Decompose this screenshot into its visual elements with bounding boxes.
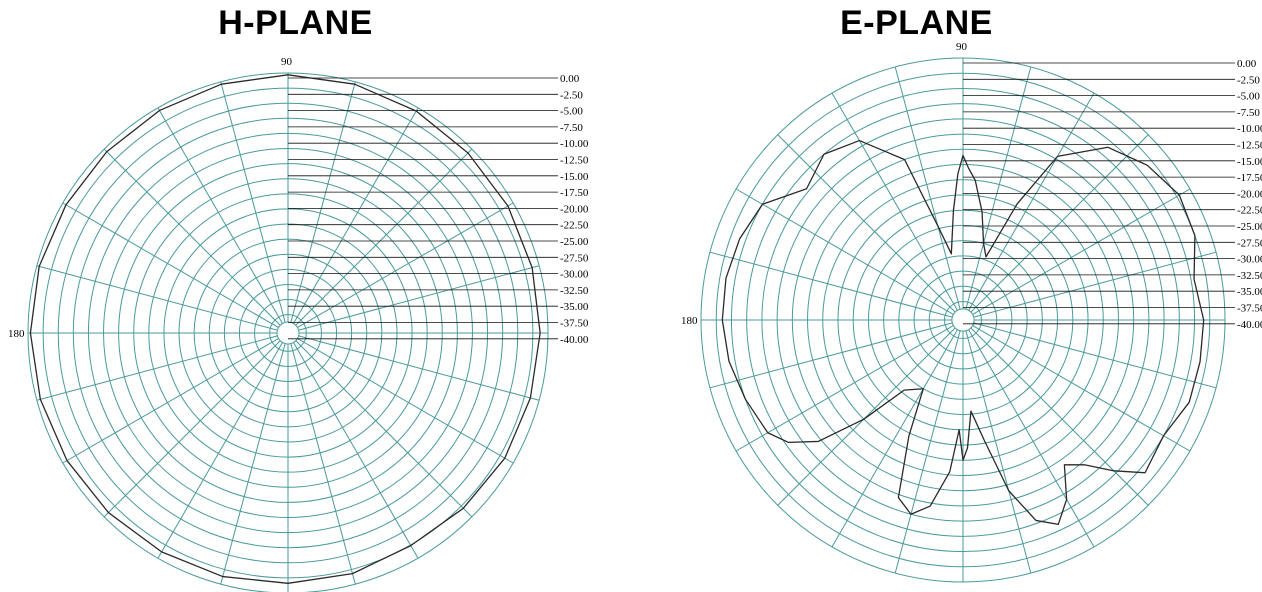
radial-tick-label: -27.50	[560, 252, 589, 264]
grid-spoke	[36, 265, 278, 331]
grid-spoke	[290, 343, 356, 585]
radial-tick-label: -37.50	[1237, 303, 1262, 315]
radial-tick-label: -5.00	[560, 106, 583, 118]
grid-spoke	[735, 188, 954, 315]
radial-tick-label: -37.50	[560, 318, 589, 330]
angle-label: 90	[956, 41, 968, 53]
grid-spoke	[968, 329, 1095, 548]
angle-label: 180	[681, 315, 698, 327]
grid-spoke	[709, 251, 953, 318]
radial-tick-label: -32.50	[1237, 270, 1262, 282]
grid-spoke	[965, 330, 1032, 574]
radial-tick-label: -20.00	[560, 203, 589, 215]
radial-tick-label: -40.00	[560, 334, 589, 346]
grid-center-ring	[951, 308, 975, 332]
grid-spoke	[973, 251, 1217, 318]
pattern-trace	[29, 74, 541, 584]
grid-spoke	[220, 343, 286, 585]
h-plane-panel: H-PLANE 0.00 -2.50 -5.00 -7.50 -10.00 -12.50 -…	[8, 4, 589, 592]
angle-label: 180	[8, 328, 25, 340]
grid-spoke	[103, 148, 281, 326]
radial-tick-label: 0.00	[560, 73, 580, 85]
radial-tick-label: -35.00	[1237, 286, 1262, 298]
radial-tick-label: -10.00	[1237, 123, 1262, 135]
radial-tick-label: -17.50	[560, 187, 589, 199]
radial-tick-label: -10.00	[560, 138, 589, 150]
radial-tick-label: -2.50	[1237, 74, 1260, 86]
grid-spoke	[965, 66, 1032, 310]
radial-tick-label: 0.00	[1237, 58, 1257, 70]
grid-spoke	[298, 265, 540, 331]
grid-spoke	[103, 340, 281, 518]
grid-spoke	[831, 92, 958, 311]
grid-spoke	[295, 340, 473, 518]
radial-tick-label: -25.00	[560, 236, 589, 248]
grid-center-ring	[276, 321, 300, 345]
grid-spoke	[894, 330, 961, 574]
radial-tick-label: -15.00	[1237, 156, 1262, 168]
radial-tick-label: -7.50	[1237, 107, 1260, 119]
grid-spoke	[157, 342, 283, 559]
grid-spoke	[972, 188, 1191, 315]
radial-tick-label: -32.50	[560, 285, 589, 297]
grid-spoke	[297, 338, 514, 464]
grid-spoke	[290, 81, 356, 323]
radial-tick-label: -35.00	[560, 301, 589, 313]
grid-spoke	[894, 66, 961, 310]
h-plane-title: H-PLANE	[218, 4, 373, 42]
angle-label: 90	[281, 56, 293, 68]
radial-tick-label: -15.00	[560, 171, 589, 183]
grid-spoke	[36, 335, 278, 401]
radial-tick-label: -30.00	[1237, 254, 1262, 266]
grid-spoke	[298, 335, 540, 401]
e-plane-title: E-PLANE	[840, 4, 993, 42]
e-plane-panel: E-PLANE 0.00 -2.50 -5.00 -7.50 -10.00 -12.50 -…	[631, 0, 1262, 592]
radial-tick-label: -12.50	[1237, 140, 1262, 152]
grid-spoke	[709, 322, 953, 389]
radial-tick-label: -22.50	[560, 220, 589, 232]
grid-spoke	[973, 322, 1217, 389]
grid-spoke	[831, 329, 958, 548]
radial-tick-label: -27.50	[1237, 237, 1262, 249]
grid-spoke	[777, 134, 956, 313]
radial-tick-label: -5.00	[1237, 91, 1260, 103]
grid-spoke	[735, 325, 954, 452]
radial-tick-label: -22.50	[1237, 205, 1262, 217]
grid-spoke	[220, 81, 286, 323]
radial-tick-label: -12.50	[560, 155, 589, 167]
grid-spoke	[972, 325, 1191, 452]
grid-spoke	[62, 202, 279, 328]
grid-spoke	[297, 202, 514, 328]
radial-tick-label: -20.00	[1237, 188, 1262, 200]
grid-spoke	[62, 338, 279, 464]
grid-spoke	[970, 327, 1149, 506]
radial-tick-label: -7.50	[560, 122, 583, 134]
grid-spoke	[970, 134, 1149, 313]
h-plane-polar-chart: 0.00 -2.50 -5.00 -7.50 -10.00 -12.50 -15.00 -17…	[8, 56, 589, 592]
e-plane-polar-chart: 0.00 -2.50 -5.00 -7.50 -10.00 -12.50 -15.00 -17…	[681, 41, 1262, 583]
grid-spoke	[157, 107, 283, 324]
grid-spoke	[293, 342, 419, 559]
radial-tick-label: -25.00	[1237, 221, 1262, 233]
grid-spoke	[295, 148, 473, 326]
pattern-trace	[721, 139, 1205, 525]
grid-spoke	[293, 107, 419, 324]
radial-tick-label: -30.00	[560, 269, 589, 281]
radial-tick-label: -40.00	[1237, 319, 1262, 331]
radial-tick-label: -2.50	[560, 89, 583, 101]
radial-tick-label: -17.50	[1237, 172, 1262, 184]
grid-spoke	[968, 92, 1095, 311]
